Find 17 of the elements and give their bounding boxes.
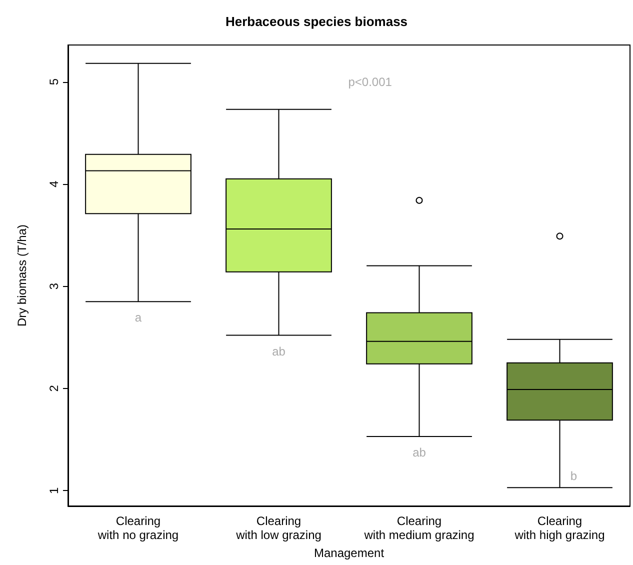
y-tick-label: 5 <box>47 78 61 86</box>
annotation: b <box>570 469 578 483</box>
x-tick-label: Clearing with low grazing <box>235 514 322 542</box>
y-tick-label: 4 <box>47 180 61 188</box>
x-axis-title: Management <box>314 546 385 560</box>
y-axis-title: Dry biomass (T/ha) <box>15 224 29 327</box>
annotation: p<0.001 <box>348 74 392 89</box>
annotation: a <box>134 310 142 325</box>
y-tick-label: 2 <box>47 384 61 392</box>
y-tick-label: 3 <box>47 282 61 290</box>
x-tick-label: Clearing with medium grazing <box>363 514 474 542</box>
annotation: ab <box>412 445 426 460</box>
annotation: ab <box>272 344 286 358</box>
chart-title: Herbaceous species biomass <box>225 14 408 29</box>
x-tick-label: Clearing with high grazing <box>514 514 605 542</box>
x-tick-label: Clearing with no grazing <box>96 514 179 542</box>
y-tick-label: 1 <box>47 487 61 494</box>
